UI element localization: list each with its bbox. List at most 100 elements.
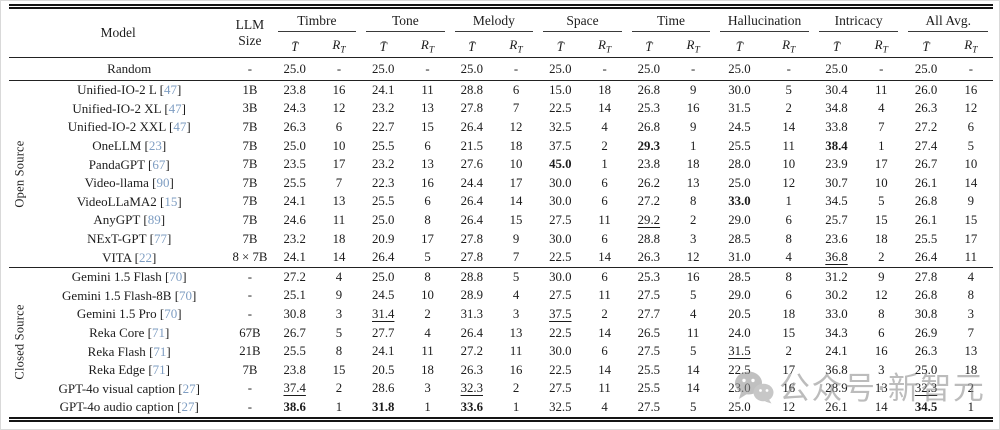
score-value: 24.6 — [283, 212, 306, 227]
rank-value: 18 — [421, 362, 434, 377]
llm-size-value: - — [247, 288, 253, 303]
rank-value: 5 — [785, 82, 792, 97]
rank-value: 1 — [785, 194, 792, 209]
score-value: 37.4 — [283, 381, 306, 396]
llm-size-value: 7B — [242, 212, 258, 227]
rank-value: 11 — [421, 82, 434, 97]
rank-value: 3 — [335, 306, 343, 321]
score-value: 25.5 — [914, 231, 938, 246]
rank-value: 14 — [964, 175, 978, 190]
rank-value: 6 — [785, 212, 792, 227]
score-value: 32.5 — [549, 399, 572, 414]
citation-link: 70 — [169, 269, 183, 285]
rank-value: 14 — [332, 250, 346, 265]
score-value: 28.6 — [372, 381, 395, 396]
rank-value: 17 — [509, 175, 523, 190]
rank-value: 17 — [332, 157, 346, 172]
rank-value: 3 — [424, 381, 431, 396]
rank-value: - — [691, 61, 696, 76]
col-group-time: Time — [627, 7, 716, 37]
tbar-symbol: T̄ — [556, 38, 564, 54]
rank-value: 15 — [509, 212, 523, 227]
table-row: Open Source Unified-IO-2 L [47] 1B 23.8 16 24… — [9, 81, 993, 207]
rank-value: 16 — [686, 101, 700, 116]
rank-value: 8 — [785, 231, 792, 246]
rank-value: 6 — [335, 119, 343, 134]
header-sub-row: T̄ RT T̄ RT T̄ RT T̄ RT T̄ RT T̄ RT T̄ RT T̄ RT — [9, 36, 993, 58]
score-value: 25.0 — [372, 212, 395, 227]
score-value: 25.0 — [914, 61, 938, 76]
score-value: 25.0 — [914, 362, 938, 377]
score-value: 26.4 — [460, 212, 483, 227]
rank-value: 8 — [967, 288, 975, 303]
score-value: 28.8 — [460, 269, 483, 284]
rank-value: 8 — [335, 344, 343, 359]
rank-value: 11 — [875, 82, 888, 97]
score-value: 26.2 — [637, 175, 661, 190]
llm-size-value: 7B — [242, 194, 258, 209]
score-value: 27.5 — [549, 288, 572, 303]
table-header: Model LLM Size Timbre Tone Melody Space … — [9, 7, 993, 58]
score-value: 20.9 — [372, 231, 395, 246]
col-group-all-avg: All Avg. — [903, 7, 993, 37]
score-value: 28.5 — [728, 269, 751, 284]
score-value: 23.0 — [728, 381, 751, 396]
model-name: Gemini 1.5 Flash [70] — [71, 269, 187, 285]
rank-value: 11 — [598, 381, 611, 396]
score-value: 34.8 — [825, 101, 848, 116]
rank-value: 10 — [421, 288, 434, 303]
score-value: 26.3 — [914, 101, 938, 116]
score-value: 22.5 — [549, 325, 572, 340]
score-value: 24.1 — [283, 250, 306, 265]
rank-value: 5 — [878, 194, 885, 209]
rank-value: 6 — [601, 175, 608, 190]
score-value: 31.5 — [728, 344, 751, 359]
rank-value: 18 — [964, 362, 978, 377]
rank-symbol: RT — [420, 37, 435, 56]
rank-value: 16 — [782, 381, 796, 396]
rank-value: 6 — [878, 325, 885, 340]
score-value: 26.4 — [460, 325, 483, 340]
col-header-llm-size: LLM Size — [227, 7, 272, 58]
table-row: OneLLM [23] 7B 25.0 10 25.5 6 21.5 18 37.5 2 29.3 1… — [9, 137, 993, 156]
rank-value: 15 — [332, 362, 346, 377]
citation-link: 71 — [153, 343, 167, 359]
score-value: 26.8 — [914, 194, 938, 209]
col-group-intricacy: Intricacy — [814, 7, 904, 37]
rank-value: - — [968, 61, 973, 76]
score-value: 30.0 — [549, 175, 572, 190]
score-value: 25.5 — [637, 381, 661, 396]
citation-link: 47 — [168, 100, 182, 116]
score-value: 33.0 — [825, 306, 848, 321]
score-value: 23.2 — [372, 101, 395, 116]
score-value: 24.1 — [372, 82, 395, 97]
model-name: Reka Flash [71] — [87, 343, 171, 359]
citation-link: 77 — [153, 231, 167, 247]
col-group-hallucination: Hallucination — [715, 7, 814, 37]
score-value: 30.0 — [549, 231, 572, 246]
score-value: 25.3 — [637, 269, 661, 284]
col-group-space: Space — [538, 7, 627, 37]
rank-value: 17 — [874, 157, 888, 172]
rank-value: 2 — [512, 381, 520, 396]
table-row: NExT-GPT [77] 7B 23.2 18 20.9 17 27.8 9 30.0 6 28.… — [9, 230, 993, 249]
tbar-symbol: T̄ — [468, 38, 476, 54]
rank-symbol: RT — [597, 37, 612, 56]
llm-size-line1: LLM — [235, 17, 265, 33]
rank-value: 7 — [335, 175, 343, 190]
score-value: 32.3 — [460, 381, 483, 396]
score-value: 23.2 — [372, 157, 395, 172]
score-value: 26.1 — [825, 399, 848, 414]
rank-value: 10 — [509, 157, 523, 172]
table-row: AnyGPT [89] 7B 24.6 11 25.0 8 26.4 15 27.5 11 29.2… — [9, 211, 993, 230]
table-row: Closed Source Gemini 1.5 Flash [70] - 27.2 4… — [9, 267, 993, 380]
rank-value: 5 — [512, 269, 520, 284]
rank-value: 1 — [512, 399, 520, 414]
rank-value: 2 — [785, 344, 792, 359]
score-value: 28.9 — [825, 381, 848, 396]
score-value: 22.7 — [372, 119, 395, 134]
rank-value: 8 — [878, 306, 885, 321]
model-name: PandaGPT [67] — [88, 156, 170, 172]
citation-link: 70 — [179, 287, 193, 303]
rank-value: 4 — [512, 288, 520, 303]
